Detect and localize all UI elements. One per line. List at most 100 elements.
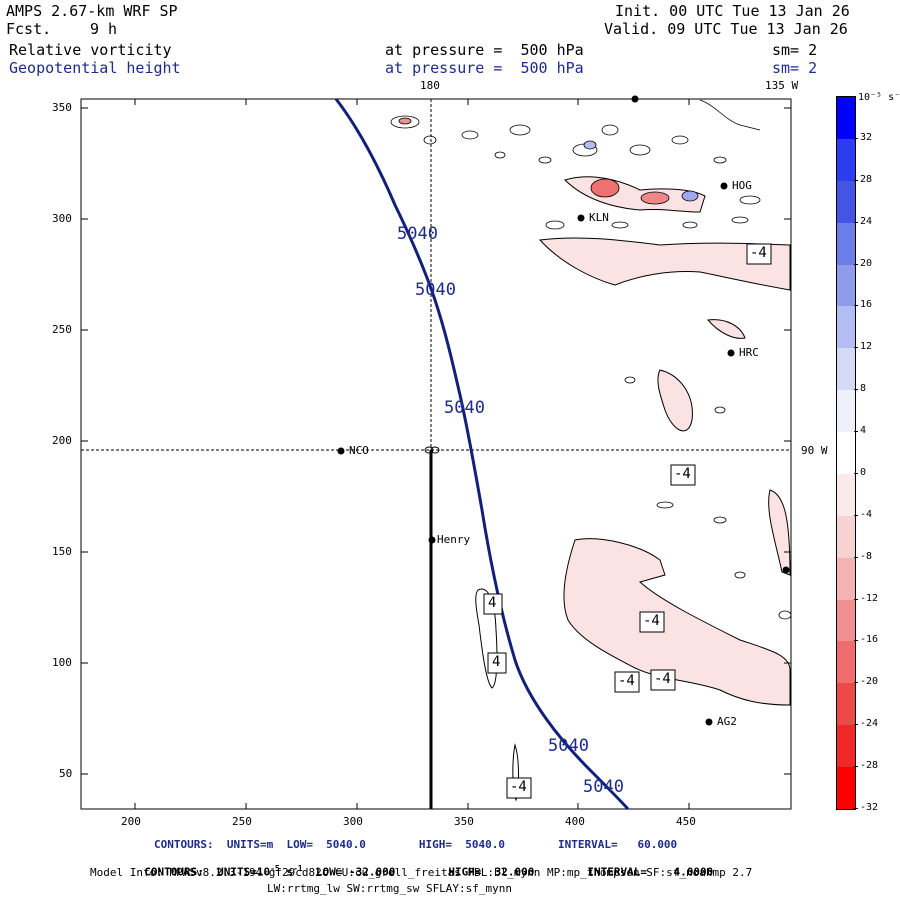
colorbar-tick-label: -24	[860, 718, 879, 730]
footer-vort-rest: LOW= -32.000 HIGH= 32.000 INTERVAL= 4.00…	[302, 865, 714, 879]
field2-level: at pressure = 500 hPa	[385, 59, 584, 77]
colorbar-tick-mark	[854, 179, 858, 181]
colorbar-tick-mark	[854, 640, 858, 642]
colorbar-tick-mark	[854, 598, 858, 600]
colorbar-tick-label: -32	[860, 802, 879, 813]
colorbar-segment	[837, 725, 855, 767]
station-dot-henry	[428, 536, 436, 544]
station-dot-nco	[337, 447, 345, 455]
field1-name: Relative vorticity	[9, 41, 172, 59]
colorbar-tick-label: 24	[860, 215, 873, 227]
colorbar-segment	[837, 306, 855, 349]
field2-smoothing: sm= 2	[772, 59, 818, 77]
x-tick-350: 350	[454, 815, 474, 828]
colorbar-tick-label: 12	[860, 341, 873, 353]
height-label-2: 5040	[415, 280, 456, 300]
height-label-1: 5040	[397, 224, 438, 244]
valid-time: Valid. 09 UTC Tue 13 Jan 26	[604, 20, 848, 38]
plot-frame	[80, 98, 792, 810]
station-dot-hog	[720, 182, 728, 190]
station-hrc: HRC	[739, 346, 759, 359]
negative-vorticity-regions	[538, 176, 791, 706]
vort-label-7: 4	[488, 595, 497, 611]
colorbar-tick-label: 28	[860, 173, 873, 185]
footer-height-contours: CONTOURS: UNITS=m LOW= 5040.0 HIGH= 5040…	[154, 838, 678, 851]
colorbar-segment	[837, 473, 855, 516]
colorbar-tick-mark	[854, 389, 858, 391]
vort-label-3: -4	[643, 613, 660, 629]
footer-vort-sup1: -5	[270, 864, 280, 873]
right-label-90w: 90 W	[801, 444, 828, 457]
vort-label-8: 4	[492, 654, 501, 670]
height-label-5: 5040	[583, 777, 624, 797]
x-tick-450: 450	[676, 815, 696, 828]
colorbar-segment	[837, 641, 855, 684]
footer-vorticity-contours: CONTOURS: UNITS=10-5 s-1 LOW= -32.000 HI…	[131, 851, 713, 879]
footer-model-info-2: LW:rrtmg_lw SW:rrtmg_sw SFLAY:sf_mynn	[267, 882, 513, 895]
colorbar-tick-mark	[854, 766, 858, 768]
model-title: AMPS 2.67-km WRF SP	[6, 2, 178, 20]
colorbar-tick-label: 8	[860, 383, 867, 395]
vorticity-label-boxes	[483, 243, 772, 799]
station-dot-top	[631, 95, 639, 103]
colorbar-tick-label: -28	[860, 760, 879, 772]
colorbar-tick-mark	[854, 137, 858, 139]
colorbar-segment	[837, 683, 855, 726]
colorbar-segment	[837, 390, 855, 432]
colorbar-tick-label: 32	[860, 131, 873, 143]
colorbar-tick-label: 0	[860, 466, 867, 478]
colorbar-segment	[837, 432, 855, 474]
x-tick-400: 400	[565, 815, 585, 828]
y-tick-50: 50	[59, 767, 73, 780]
colorbar-tick-mark	[854, 808, 858, 809]
colorbar-tick-label: 20	[860, 257, 873, 269]
forecast-value: 9 h	[90, 20, 118, 38]
colorbar-segment	[837, 557, 855, 600]
y-tick-250: 250	[52, 323, 72, 336]
colorbar-tick-mark	[854, 431, 858, 433]
vortex-cores	[398, 117, 699, 205]
station-kln: KLN	[589, 211, 609, 224]
south-pole-marker	[424, 446, 440, 454]
footer-model-info: Model Info: MPASv8.2.3-194-gf29cd82c CU:…	[90, 866, 753, 879]
positive-vorticity-contours	[475, 588, 519, 802]
height-label-3: 5040	[444, 398, 485, 418]
station-henry: Henry	[437, 533, 471, 546]
colorbar-tick-mark	[854, 263, 858, 265]
init-time: Init. 00 UTC Tue 13 Jan 26	[615, 2, 850, 20]
field1-level: at pressure = 500 hPa	[385, 41, 584, 59]
station-markers	[337, 95, 790, 726]
forecast-label: Fcst.	[6, 20, 52, 38]
vort-label-6: -4	[510, 779, 527, 795]
vort-label-5: -4	[654, 671, 671, 687]
colorbar-segment	[837, 138, 855, 181]
x-tick-250: 250	[232, 815, 252, 828]
colorbar-tick-mark	[854, 724, 858, 726]
colorbar	[836, 96, 856, 810]
top-label-180: 180	[420, 79, 440, 92]
colorbar-tick-label: 16	[860, 299, 873, 311]
station-hog: HOG	[732, 179, 752, 192]
y-ticks	[81, 107, 791, 775]
colorbar-tick-label: -12	[860, 592, 879, 604]
colorbar-tick-label: -4	[860, 508, 873, 520]
colorbar-tick-label: -8	[860, 550, 873, 562]
colorbar-segment	[837, 767, 855, 809]
footer-vort-sup2: -1	[292, 864, 303, 873]
colorbar-segment	[837, 515, 855, 558]
colorbar-tick-mark	[854, 305, 858, 307]
x-ticks	[134, 99, 690, 809]
colorbar-tick-mark	[854, 472, 858, 474]
colorbar-tick-mark	[854, 514, 858, 516]
x-tick-200: 200	[121, 815, 141, 828]
vort-label-4: -4	[618, 673, 635, 689]
height-label-4: 5040	[548, 736, 589, 756]
vort-label-2: -4	[674, 466, 691, 482]
colorbar-segment	[837, 180, 855, 223]
colorbar-tick-mark	[854, 347, 858, 349]
station-dot-hrc	[727, 349, 735, 357]
station-dot-ag2	[705, 718, 713, 726]
colorbar-unit: 10⁻⁵ s⁻¹	[858, 92, 900, 103]
y-tick-300: 300	[52, 212, 72, 225]
colorbar-segment	[837, 264, 855, 307]
